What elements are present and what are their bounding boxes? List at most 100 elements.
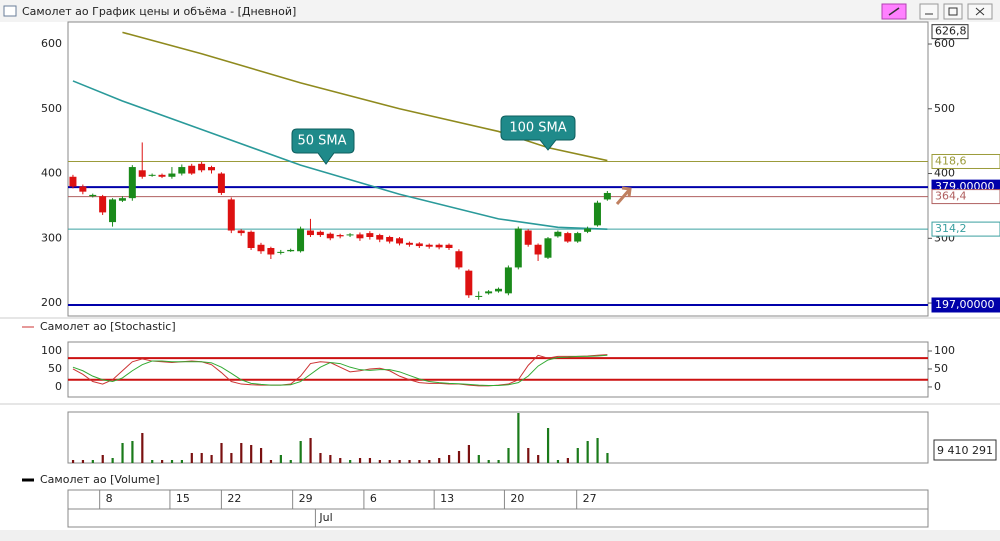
volume-bar xyxy=(576,448,579,463)
candle-body xyxy=(267,248,275,255)
volume-bar xyxy=(190,453,193,463)
volume-panel xyxy=(67,411,929,464)
y-tick-label-right: 0 xyxy=(934,380,941,393)
candle-body xyxy=(306,230,314,236)
x-tick-label: 8 xyxy=(106,492,113,505)
level-label: 197,00000 xyxy=(935,298,995,311)
candle-body xyxy=(247,231,255,249)
volume-legend: Самолет ао [Volume] xyxy=(40,473,160,486)
callout-box xyxy=(500,115,576,151)
candle-body xyxy=(69,176,77,187)
candle-body xyxy=(109,199,117,223)
candle-body xyxy=(485,291,493,294)
volume-bar xyxy=(161,460,164,463)
volume-bar xyxy=(91,460,94,463)
restore-icon xyxy=(948,7,958,16)
y-tick-label: 300 xyxy=(41,231,62,244)
candle-body xyxy=(168,173,176,177)
candle-body xyxy=(316,231,324,236)
volume-bar xyxy=(378,460,381,463)
volume-bar xyxy=(388,460,391,463)
volume-bar xyxy=(289,460,292,463)
level-label: 314,2 xyxy=(935,222,967,235)
y-tick-label-right: 500 xyxy=(934,102,955,115)
callout-50-sma: 50 SMA xyxy=(291,128,355,165)
stochastic-panel xyxy=(67,341,929,398)
candle-body xyxy=(514,228,522,268)
volume-bar xyxy=(487,460,490,463)
y-tick-label-right: 400 xyxy=(934,167,955,180)
candle-body xyxy=(415,243,423,247)
volume-bar xyxy=(151,460,154,463)
candle-body xyxy=(188,165,196,174)
x-tick-label: 15 xyxy=(176,492,190,505)
x-tick-label: 22 xyxy=(227,492,241,505)
volume-bar xyxy=(517,413,520,463)
candle-body xyxy=(158,174,166,177)
candle-body xyxy=(366,233,374,237)
volume-bar xyxy=(358,458,362,463)
volume-bar xyxy=(269,460,273,463)
volume-bar xyxy=(180,460,184,463)
close-icon xyxy=(975,7,985,16)
stochastic-legend: Самолет ао [Stochastic] xyxy=(40,320,176,333)
volume-bar xyxy=(240,443,243,463)
price-panel xyxy=(67,21,929,317)
candle-body xyxy=(207,167,215,171)
y-tick-label: 600 xyxy=(41,37,62,50)
y-tick-label: 100 xyxy=(41,344,62,357)
candle-body xyxy=(297,228,305,252)
candle-body xyxy=(504,267,512,294)
volume-bar xyxy=(111,458,114,463)
volume-bar xyxy=(141,433,144,463)
volume-bar xyxy=(200,453,203,463)
candle-body xyxy=(494,288,502,292)
volume-bar xyxy=(546,428,550,463)
callout-text: 100 SMA xyxy=(509,121,566,136)
volume-bar xyxy=(349,460,352,463)
callout-text: 50 SMA xyxy=(297,134,346,149)
level-label-box xyxy=(931,297,1000,313)
price-label: 626,8 xyxy=(935,25,967,38)
volume-bar xyxy=(566,458,569,463)
volume-bar xyxy=(527,448,530,463)
volume-bar xyxy=(299,441,302,463)
candle-body xyxy=(376,235,384,240)
candle-body xyxy=(396,238,404,244)
volume-bar xyxy=(537,455,540,463)
volume-bar xyxy=(586,441,589,463)
volume-bar xyxy=(457,451,461,463)
candle-body xyxy=(455,251,463,268)
x-tick-label: 6 xyxy=(370,492,377,505)
candle-body xyxy=(465,270,473,296)
candle-body xyxy=(425,244,433,247)
volume-bar xyxy=(556,460,560,463)
level-label: 364,4 xyxy=(935,190,967,203)
candle-body xyxy=(445,244,453,249)
candle-body xyxy=(534,244,542,255)
volume-bar xyxy=(101,455,104,463)
y-tick-label: 500 xyxy=(41,102,62,115)
minimize-button[interactable] xyxy=(919,3,939,20)
restore-button[interactable] xyxy=(943,3,963,20)
volume-bar xyxy=(259,448,263,463)
volume-bar xyxy=(606,453,609,463)
candle-body xyxy=(118,198,126,201)
candle-body xyxy=(79,186,87,192)
candle-body xyxy=(593,202,601,226)
candle-body xyxy=(584,228,592,232)
level-label-box xyxy=(931,153,1000,169)
stochastic-line xyxy=(72,354,608,387)
candle-body xyxy=(237,230,245,234)
candle-body xyxy=(326,233,334,239)
candle-body xyxy=(405,242,413,245)
candle-body xyxy=(148,174,156,176)
callout-100-sma: 100 SMA xyxy=(500,115,576,151)
candle-body xyxy=(603,192,611,200)
volume-bar xyxy=(497,460,500,463)
volume-bar xyxy=(279,455,282,463)
candle-body xyxy=(277,251,285,253)
volume-bar xyxy=(230,453,233,463)
volume-bar xyxy=(398,460,401,463)
